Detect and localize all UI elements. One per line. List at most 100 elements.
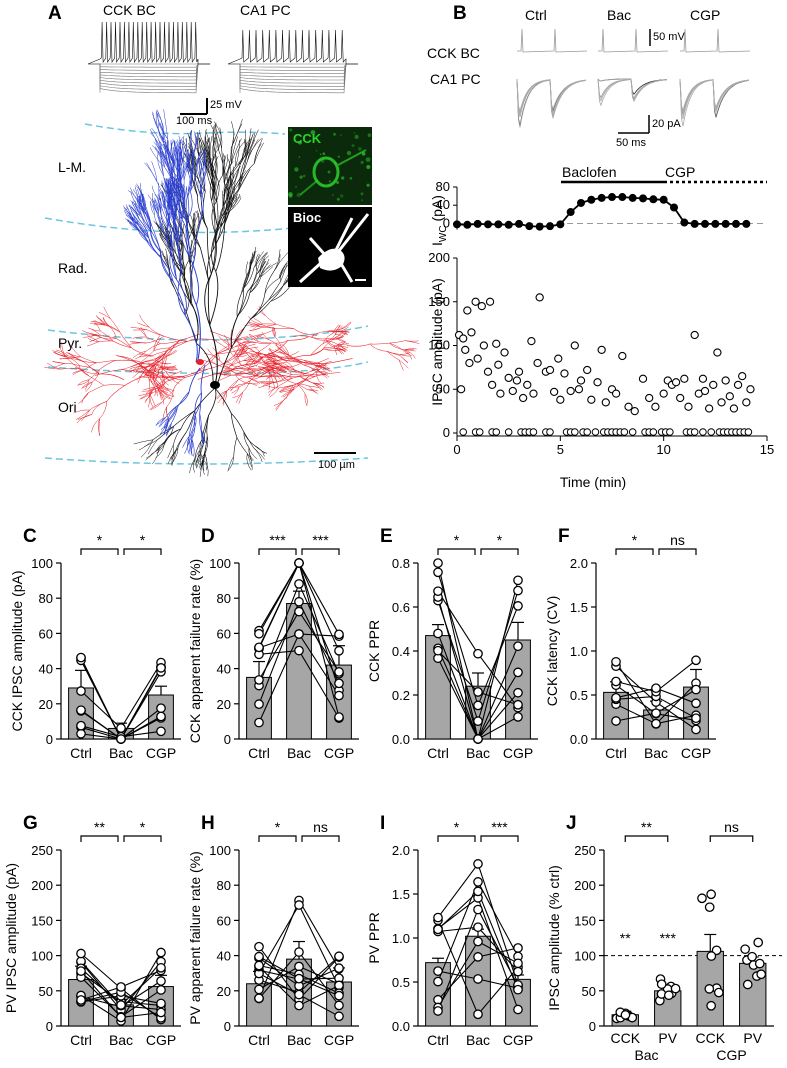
ipsc-amplitude-point [690,330,699,340]
cck-dendrite [199,151,203,170]
stain-speckle [299,175,303,179]
cck-dendrite [154,199,159,214]
cell-point [513,667,523,678]
axon-branch [141,389,153,392]
pyramidal-dendrite [273,249,281,272]
ipsc-amplitude-point [535,293,544,302]
cck-dendrite [165,205,171,227]
axon-branch [85,381,93,392]
cck-dendrite [203,152,206,171]
significance-bracket [624,835,669,842]
axon-branch [310,363,318,372]
cck-dendrite [179,178,183,197]
pyramidal-dendrite [166,253,171,270]
axon-branch [99,373,125,381]
axon-branch [160,378,169,386]
cck-dendrite [173,140,178,162]
cell-point [611,656,621,667]
pyramidal-dendrite [231,138,242,164]
pyramidal-dendrite [210,161,217,192]
hyperpolarizing-trace [228,63,358,81]
cck-dendrite [196,159,200,177]
cell-point [433,567,443,578]
basal-dendrite [197,450,201,462]
axon-branch [292,375,315,379]
pyramidal-dendrite [230,166,234,187]
basal-dendrite [230,413,238,438]
axon-branch [247,351,260,360]
cck-dendrite [180,163,185,182]
pyramidal-dendrite [194,167,198,197]
cell-point [513,958,523,969]
axon-branch [88,327,101,332]
cck-dendrite [143,210,151,229]
basal-dendrite [172,444,174,460]
pyramidal-dendrite [194,214,196,238]
cck-dendrite [163,175,169,205]
ipsc-amplitude-point [671,378,681,387]
y-tick-label: 0.5 [392,975,410,990]
cck-dendrite [127,220,138,230]
axon-branch [116,338,132,348]
axon-branch [212,347,221,361]
axon-branch [105,325,121,333]
cck-dendrite [176,153,182,177]
spiking-trace [87,21,210,65]
pyramidal-dendrite [204,135,208,162]
pyramidal-dendrite [256,258,265,275]
cell-point [334,645,344,656]
x-tick-label: CGP [146,1032,176,1048]
cck-bc-spike-trace [517,28,588,53]
cell-point [473,648,483,659]
axon-branch [318,358,329,363]
pyramidal-dendrite [268,281,281,300]
cck-dendrite [199,171,202,197]
ipsc-amplitude-point [601,398,610,407]
axon-branch [138,353,152,357]
cck-dendrite [155,111,163,141]
axon-branch [124,374,151,386]
y-tick-label: 20 [39,697,53,712]
y-tick-label: 0 [46,732,53,747]
pyramidal-dendrite [208,157,213,177]
axon-branch [156,363,172,366]
basal-dendrite [156,440,167,452]
axon-branch [277,363,292,375]
axon-branch [137,322,150,328]
scale-time-label: 100 ms [176,115,213,127]
cell-point [254,951,264,962]
cell-point [254,993,264,1004]
axon-branch [88,375,105,386]
amp-y-tick-label: 0 [443,425,450,440]
cck-dendrite [163,208,169,228]
pyramidal-dendrite [234,160,248,188]
y-tick-label: 0.4 [392,644,410,659]
x-tick-label: Bac [287,1032,311,1048]
pyramidal-dendrite [190,265,193,303]
x-tick-label: Bac [644,745,668,761]
significance-marker: ns [313,819,328,835]
axon-branch [281,388,295,398]
ipsc-amplitude-point [611,389,621,398]
cck-dendrite [177,273,186,316]
cck-dendrite [176,146,178,168]
pyramidal-dendrite [202,160,206,192]
cell-point [156,1007,166,1018]
row-label-ca1-pc: CA1 PC [430,71,481,87]
ipsc-amplitude-point [698,374,708,383]
cell-point [294,961,304,972]
cell-point [334,951,344,962]
x-tick-label: CGP [503,745,533,761]
axon-branch [219,374,232,381]
cell-point [294,973,304,984]
cck-dendrite [162,136,167,161]
ipsc-amplitude-point [638,374,648,383]
pyramidal-dendrite [189,131,197,161]
axon-branch [139,390,152,400]
y-tick-label: 60 [217,913,231,928]
cck-dendrite [127,220,139,231]
cck-dendrite [175,205,180,237]
y-tick-label: 0 [224,732,231,747]
axon-branch [146,363,156,374]
axon-branch [166,349,177,357]
